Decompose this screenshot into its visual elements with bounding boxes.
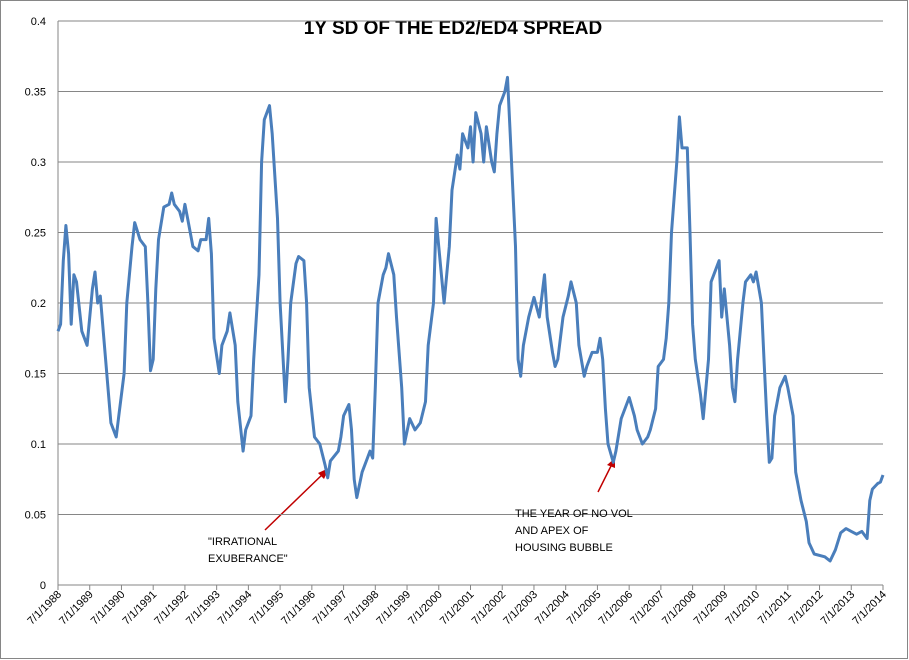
y-tick-label: 0.35 <box>25 87 46 99</box>
annotation: HOUSING BUBBLE <box>515 542 613 554</box>
annotation: THE YEAR OF NO VOL <box>515 508 633 520</box>
chart-title: 1Y SD OF THE ED2/ED4 SPREAD <box>304 18 602 39</box>
annotation-arrow <box>264 471 326 531</box>
y-tick-label: 0.1 <box>31 439 46 451</box>
y-tick-label: 0 <box>40 580 46 592</box>
y-tick-label: 0.25 <box>25 228 46 240</box>
y-tick-label: 0.4 <box>31 16 46 28</box>
annotation: AND APEX OF <box>515 525 589 537</box>
annotation-arrow <box>597 463 613 493</box>
y-tick-label: 0.05 <box>25 510 46 522</box>
data-line <box>56 75 885 563</box>
annotation: "IRRATIONAL <box>208 536 277 548</box>
y-tick-label: 0.3 <box>31 157 46 169</box>
y-tick-label: 0.15 <box>25 369 46 381</box>
y-tick-label: 0.2 <box>31 298 46 310</box>
annotation: EXUBERANCE" <box>208 553 288 565</box>
